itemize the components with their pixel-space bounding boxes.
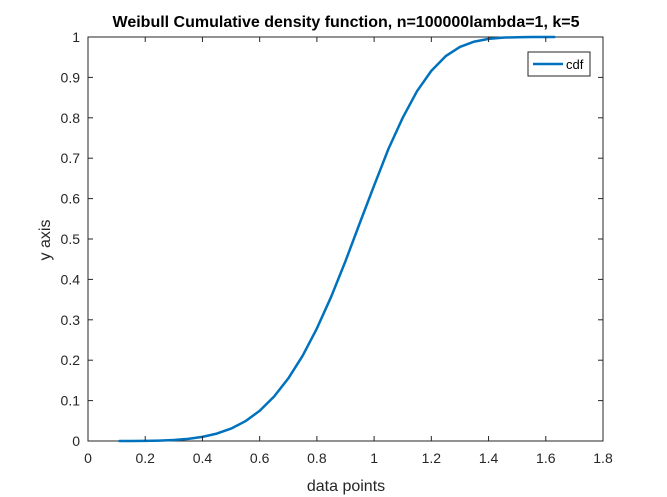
y-tick-label: 0.9 <box>61 69 81 85</box>
y-tick-label: 1 <box>72 29 80 45</box>
axes-box <box>87 36 604 442</box>
x-tick-label: 0.6 <box>250 450 270 466</box>
x-tick-label: 1.8 <box>593 450 613 466</box>
x-tick-label: 1.6 <box>536 450 556 466</box>
y-tick-label: 0.1 <box>61 393 81 409</box>
x-tick-label: 0.4 <box>193 450 213 466</box>
y-axis-ticks: 0 0.1 0.2 0.3 0.4 0.5 0.6 0.7 0.8 0.9 1 <box>61 29 603 449</box>
y-tick-label: 0 <box>72 433 80 449</box>
series-line-cdf <box>118 35 556 443</box>
y-tick-label: 0.7 <box>61 150 81 166</box>
y-tick-label: 0.6 <box>61 191 81 207</box>
x-axis-label: data points <box>307 478 385 495</box>
y-tick-label: 0.2 <box>61 352 81 368</box>
x-tick-label: 1 <box>370 450 378 466</box>
y-tick-label: 0.4 <box>61 271 81 287</box>
x-tick-label: 1.2 <box>422 450 442 466</box>
legend-label-cdf: cdf <box>566 57 584 72</box>
y-tick-label: 0.5 <box>61 231 81 247</box>
y-tick-label: 0.8 <box>61 110 81 126</box>
x-tick-label: 1.4 <box>479 450 499 466</box>
plot-layer <box>87 35 604 443</box>
x-tick-label: 0.8 <box>307 450 327 466</box>
x-tick-label: 0 <box>84 450 92 466</box>
x-axis-ticks: 0 0.2 0.4 0.6 0.8 1 1.2 1.4 1.6 1.8 <box>84 37 613 466</box>
chart-title: Weibull Cumulative density function, n=1… <box>113 14 580 31</box>
y-tick-label: 0.3 <box>61 312 81 328</box>
x-tick-label: 0.2 <box>135 450 155 466</box>
y-axis-label: y axis <box>37 220 54 261</box>
legend: cdf <box>527 51 591 77</box>
